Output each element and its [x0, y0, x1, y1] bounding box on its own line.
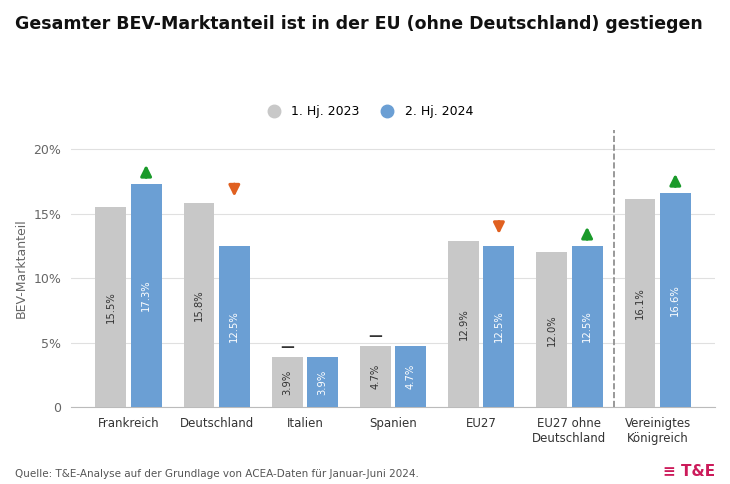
Text: 12.9%: 12.9%: [458, 308, 469, 340]
Text: —: —: [369, 329, 383, 343]
Text: Quelle: T&E-Analyse auf der Grundlage von ACEA-Daten für Januar-Juni 2024.: Quelle: T&E-Analyse auf der Grundlage vo…: [15, 469, 418, 479]
Text: 17.3%: 17.3%: [141, 280, 151, 311]
Text: 15.8%: 15.8%: [194, 289, 204, 321]
Bar: [272, 357, 303, 407]
Bar: [219, 246, 250, 407]
Text: 12.5%: 12.5%: [229, 311, 239, 342]
Text: 12.0%: 12.0%: [547, 314, 557, 346]
Bar: [360, 347, 391, 407]
Bar: [660, 193, 691, 407]
Text: 12.5%: 12.5%: [582, 311, 592, 342]
Bar: [572, 246, 602, 407]
Text: 3.9%: 3.9%: [283, 369, 292, 394]
Text: 3.9%: 3.9%: [318, 369, 328, 394]
Text: 4.7%: 4.7%: [370, 364, 380, 390]
Bar: [131, 184, 161, 407]
Text: ≡ T&E: ≡ T&E: [664, 464, 715, 479]
Text: 15.5%: 15.5%: [106, 291, 116, 323]
Bar: [537, 252, 567, 407]
Text: 4.7%: 4.7%: [406, 364, 415, 390]
Bar: [625, 199, 656, 407]
Bar: [483, 246, 515, 407]
Bar: [448, 241, 479, 407]
Text: 16.1%: 16.1%: [635, 287, 645, 319]
Y-axis label: BEV-Marktanteil: BEV-Marktanteil: [15, 219, 28, 318]
Text: 12.5%: 12.5%: [494, 311, 504, 342]
Bar: [96, 207, 126, 407]
Bar: [395, 347, 426, 407]
Bar: [184, 203, 215, 407]
Text: Gesamter BEV-Marktanteil ist in der EU (ohne Deutschland) gestiegen: Gesamter BEV-Marktanteil ist in der EU (…: [15, 15, 702, 32]
Text: —: —: [280, 340, 294, 353]
Text: 16.6%: 16.6%: [670, 284, 680, 316]
Legend: 1. Hj. 2023, 2. Hj. 2024: 1. Hj. 2023, 2. Hj. 2024: [256, 100, 478, 123]
Bar: [307, 357, 338, 407]
